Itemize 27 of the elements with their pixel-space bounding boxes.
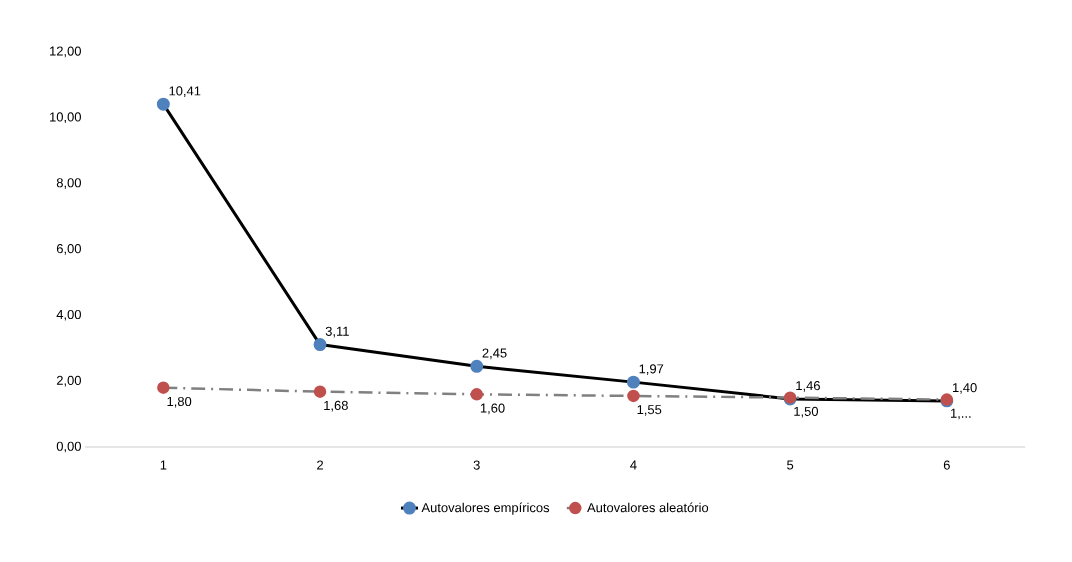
y-tick-label: 0,00 <box>56 441 81 453</box>
data-label: 1,60 <box>480 403 505 415</box>
y-tick-label: 12,00 <box>50 46 81 58</box>
y-tick-label: 4,00 <box>56 309 81 321</box>
y-tick-label: 10,00 <box>50 112 81 124</box>
y-tick-label: 2,00 <box>56 375 81 387</box>
legend-label: Autovalores empíricos <box>421 502 550 515</box>
legend-label: Autovalores aleatório <box>587 502 709 513</box>
data-label: 1,50 <box>794 406 819 418</box>
data-label: 1,40 <box>952 383 977 394</box>
x-tick-label: 1 <box>160 460 167 470</box>
x-tick-label: 6 <box>943 460 950 470</box>
data-label: 1,80 <box>167 396 192 408</box>
x-tick-label: 3 <box>473 460 480 470</box>
x-tick-label: 4 <box>630 460 637 470</box>
y-tick-label: 8,00 <box>56 178 81 189</box>
data-label: 10,41 <box>169 86 201 98</box>
y-tick-label: 6,00 <box>56 244 81 255</box>
data-label: 2,45 <box>482 348 507 360</box>
data-label: 1,97 <box>639 364 664 375</box>
x-tick-label: 5 <box>787 460 794 470</box>
data-label: 1,68 <box>324 400 348 412</box>
data-label: 3,11 <box>325 326 349 338</box>
data-label: 1,55 <box>637 405 662 416</box>
data-label: 1,... <box>951 408 971 420</box>
x-tick-label: 2 <box>317 460 323 470</box>
data-label: 1,46 <box>796 381 820 392</box>
